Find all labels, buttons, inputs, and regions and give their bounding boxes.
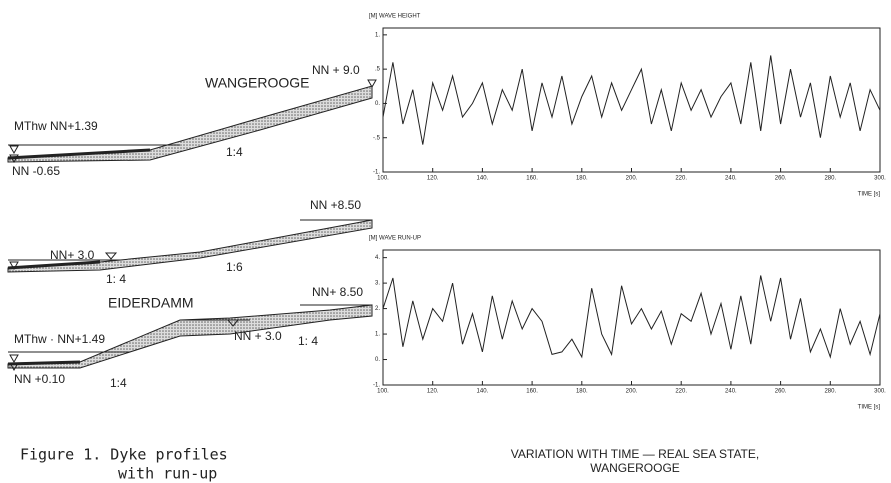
x-tick-label: 180. bbox=[576, 176, 588, 182]
x-tick-label: 180. bbox=[576, 389, 588, 395]
y-tick-label: 2. bbox=[375, 306, 380, 312]
y-axis-label: [M] WAVE HEIGHT bbox=[369, 14, 421, 20]
x-tick-label: 200. bbox=[626, 389, 638, 395]
y-tick-label: -1. bbox=[373, 383, 380, 389]
x-tick-label: 260. bbox=[775, 176, 787, 182]
x-tick-label: 120. bbox=[427, 389, 439, 395]
x-tick-label: 240. bbox=[725, 389, 737, 395]
x-tick-label: 160. bbox=[526, 176, 538, 182]
level-label: NN+ 3.0 bbox=[50, 248, 95, 262]
x-tick-label: 260. bbox=[775, 389, 787, 395]
y-tick-label: 3. bbox=[375, 281, 380, 287]
level-label: MThw NN+1.39 bbox=[14, 119, 98, 133]
level-label: NN -0.65 bbox=[12, 164, 60, 178]
x-tick-label: 240. bbox=[725, 176, 737, 182]
slope-label: 1:6 bbox=[226, 260, 243, 274]
chart-caption: VARIATION WITH TIME — REAL SEA STATE, bbox=[511, 447, 759, 461]
level-label: NN + 9.0 bbox=[312, 63, 360, 77]
x-tick-label: 280. bbox=[824, 176, 836, 182]
x-axis-label: TIME [s] bbox=[858, 405, 881, 411]
x-tick-label: 220. bbox=[675, 176, 687, 182]
plot-frame bbox=[382, 249, 881, 386]
x-tick-label: 220. bbox=[675, 389, 687, 395]
data-line bbox=[382, 55, 881, 145]
y-tick-label: 1. bbox=[375, 32, 380, 38]
x-axis-label: TIME [s] bbox=[858, 192, 881, 198]
level-label: NN+ 8.50 bbox=[312, 285, 363, 299]
data-line bbox=[382, 275, 881, 359]
y-tick-label: -1. bbox=[373, 170, 380, 176]
y-tick-label: 4. bbox=[375, 255, 380, 261]
level-label: NN +8.50 bbox=[310, 198, 361, 212]
slope-label: 1: 4 bbox=[106, 272, 126, 286]
x-tick-label: 200. bbox=[626, 176, 638, 182]
x-tick-label: 160. bbox=[526, 389, 538, 395]
y-tick-label: 0. bbox=[375, 101, 380, 107]
level-label: MThw · NN+1.49 bbox=[14, 332, 105, 346]
profile-wangerooge: WANGEROOGE NN + 9.0 MThw NN+1.39 NN -0.6… bbox=[7, 63, 377, 178]
figure-caption: with run-up bbox=[118, 465, 217, 483]
x-tick-label: 280. bbox=[824, 389, 836, 395]
x-tick-label: 120. bbox=[427, 176, 439, 182]
y-tick-label: .5 bbox=[375, 67, 381, 73]
level-label: NN + 3.0 bbox=[234, 329, 282, 343]
slope-label: 1:4 bbox=[110, 376, 127, 390]
figure-caption: Figure 1. Dyke profiles bbox=[20, 446, 228, 464]
slope-label: 1: 4 bbox=[298, 334, 318, 348]
y-axis-label: [M] WAVE RUN-UP bbox=[369, 236, 421, 242]
level-label: NN +0.10 bbox=[14, 372, 65, 386]
slope-label: 1:4 bbox=[226, 145, 243, 159]
profile-name: WANGEROOGE bbox=[205, 75, 310, 91]
profile-middle: NN +8.50 NN+ 3.0 1:6 1: 4 bbox=[7, 198, 373, 286]
y-tick-label: 1. bbox=[375, 332, 380, 338]
x-tick-label: 100. bbox=[377, 389, 389, 395]
x-tick-label: 300. bbox=[874, 176, 886, 182]
chart-caption: WANGEROOGE bbox=[590, 461, 680, 475]
x-tick-label: 140. bbox=[477, 389, 489, 395]
y-tick-label: -.5 bbox=[373, 135, 381, 141]
y-tick-label: 0. bbox=[375, 357, 380, 363]
x-tick-label: 140. bbox=[477, 176, 489, 182]
x-tick-label: 300. bbox=[874, 389, 886, 395]
x-tick-label: 100. bbox=[377, 176, 389, 182]
profile-name: EIDERDAMM bbox=[108, 295, 194, 311]
profile-eiderdamm: EIDERDAMM NN+ 8.50 MThw · NN+1.49 NN + 3… bbox=[7, 285, 373, 390]
